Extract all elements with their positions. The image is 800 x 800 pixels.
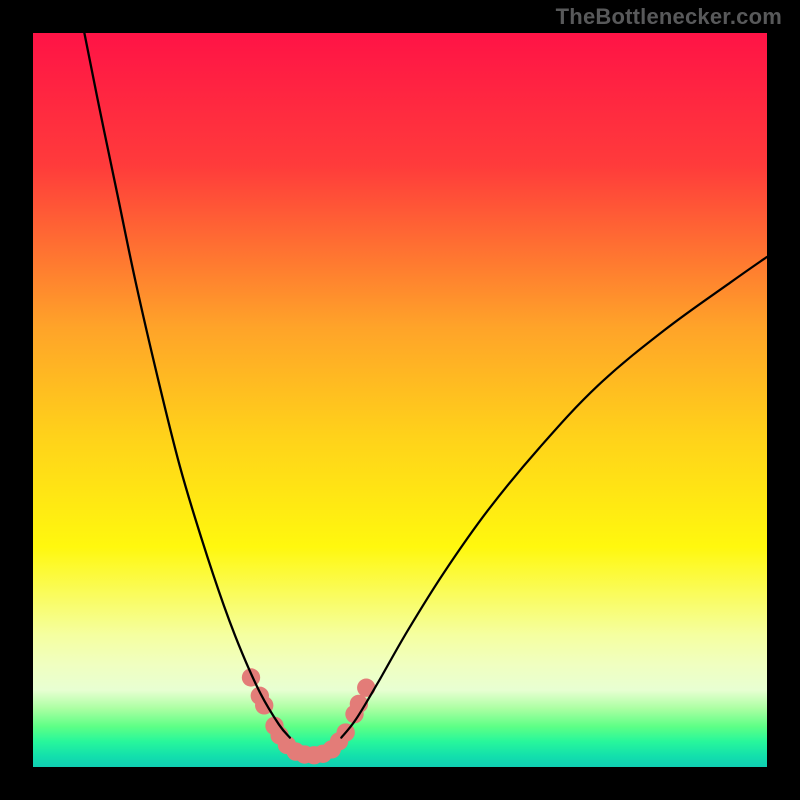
plot-svg (33, 33, 767, 767)
gradient-background (33, 33, 767, 767)
watermark-text: TheBottlenecker.com (556, 4, 782, 30)
curve-marker (357, 679, 375, 697)
plot-area (33, 33, 767, 767)
chart-container: TheBottlenecker.com (0, 0, 800, 800)
